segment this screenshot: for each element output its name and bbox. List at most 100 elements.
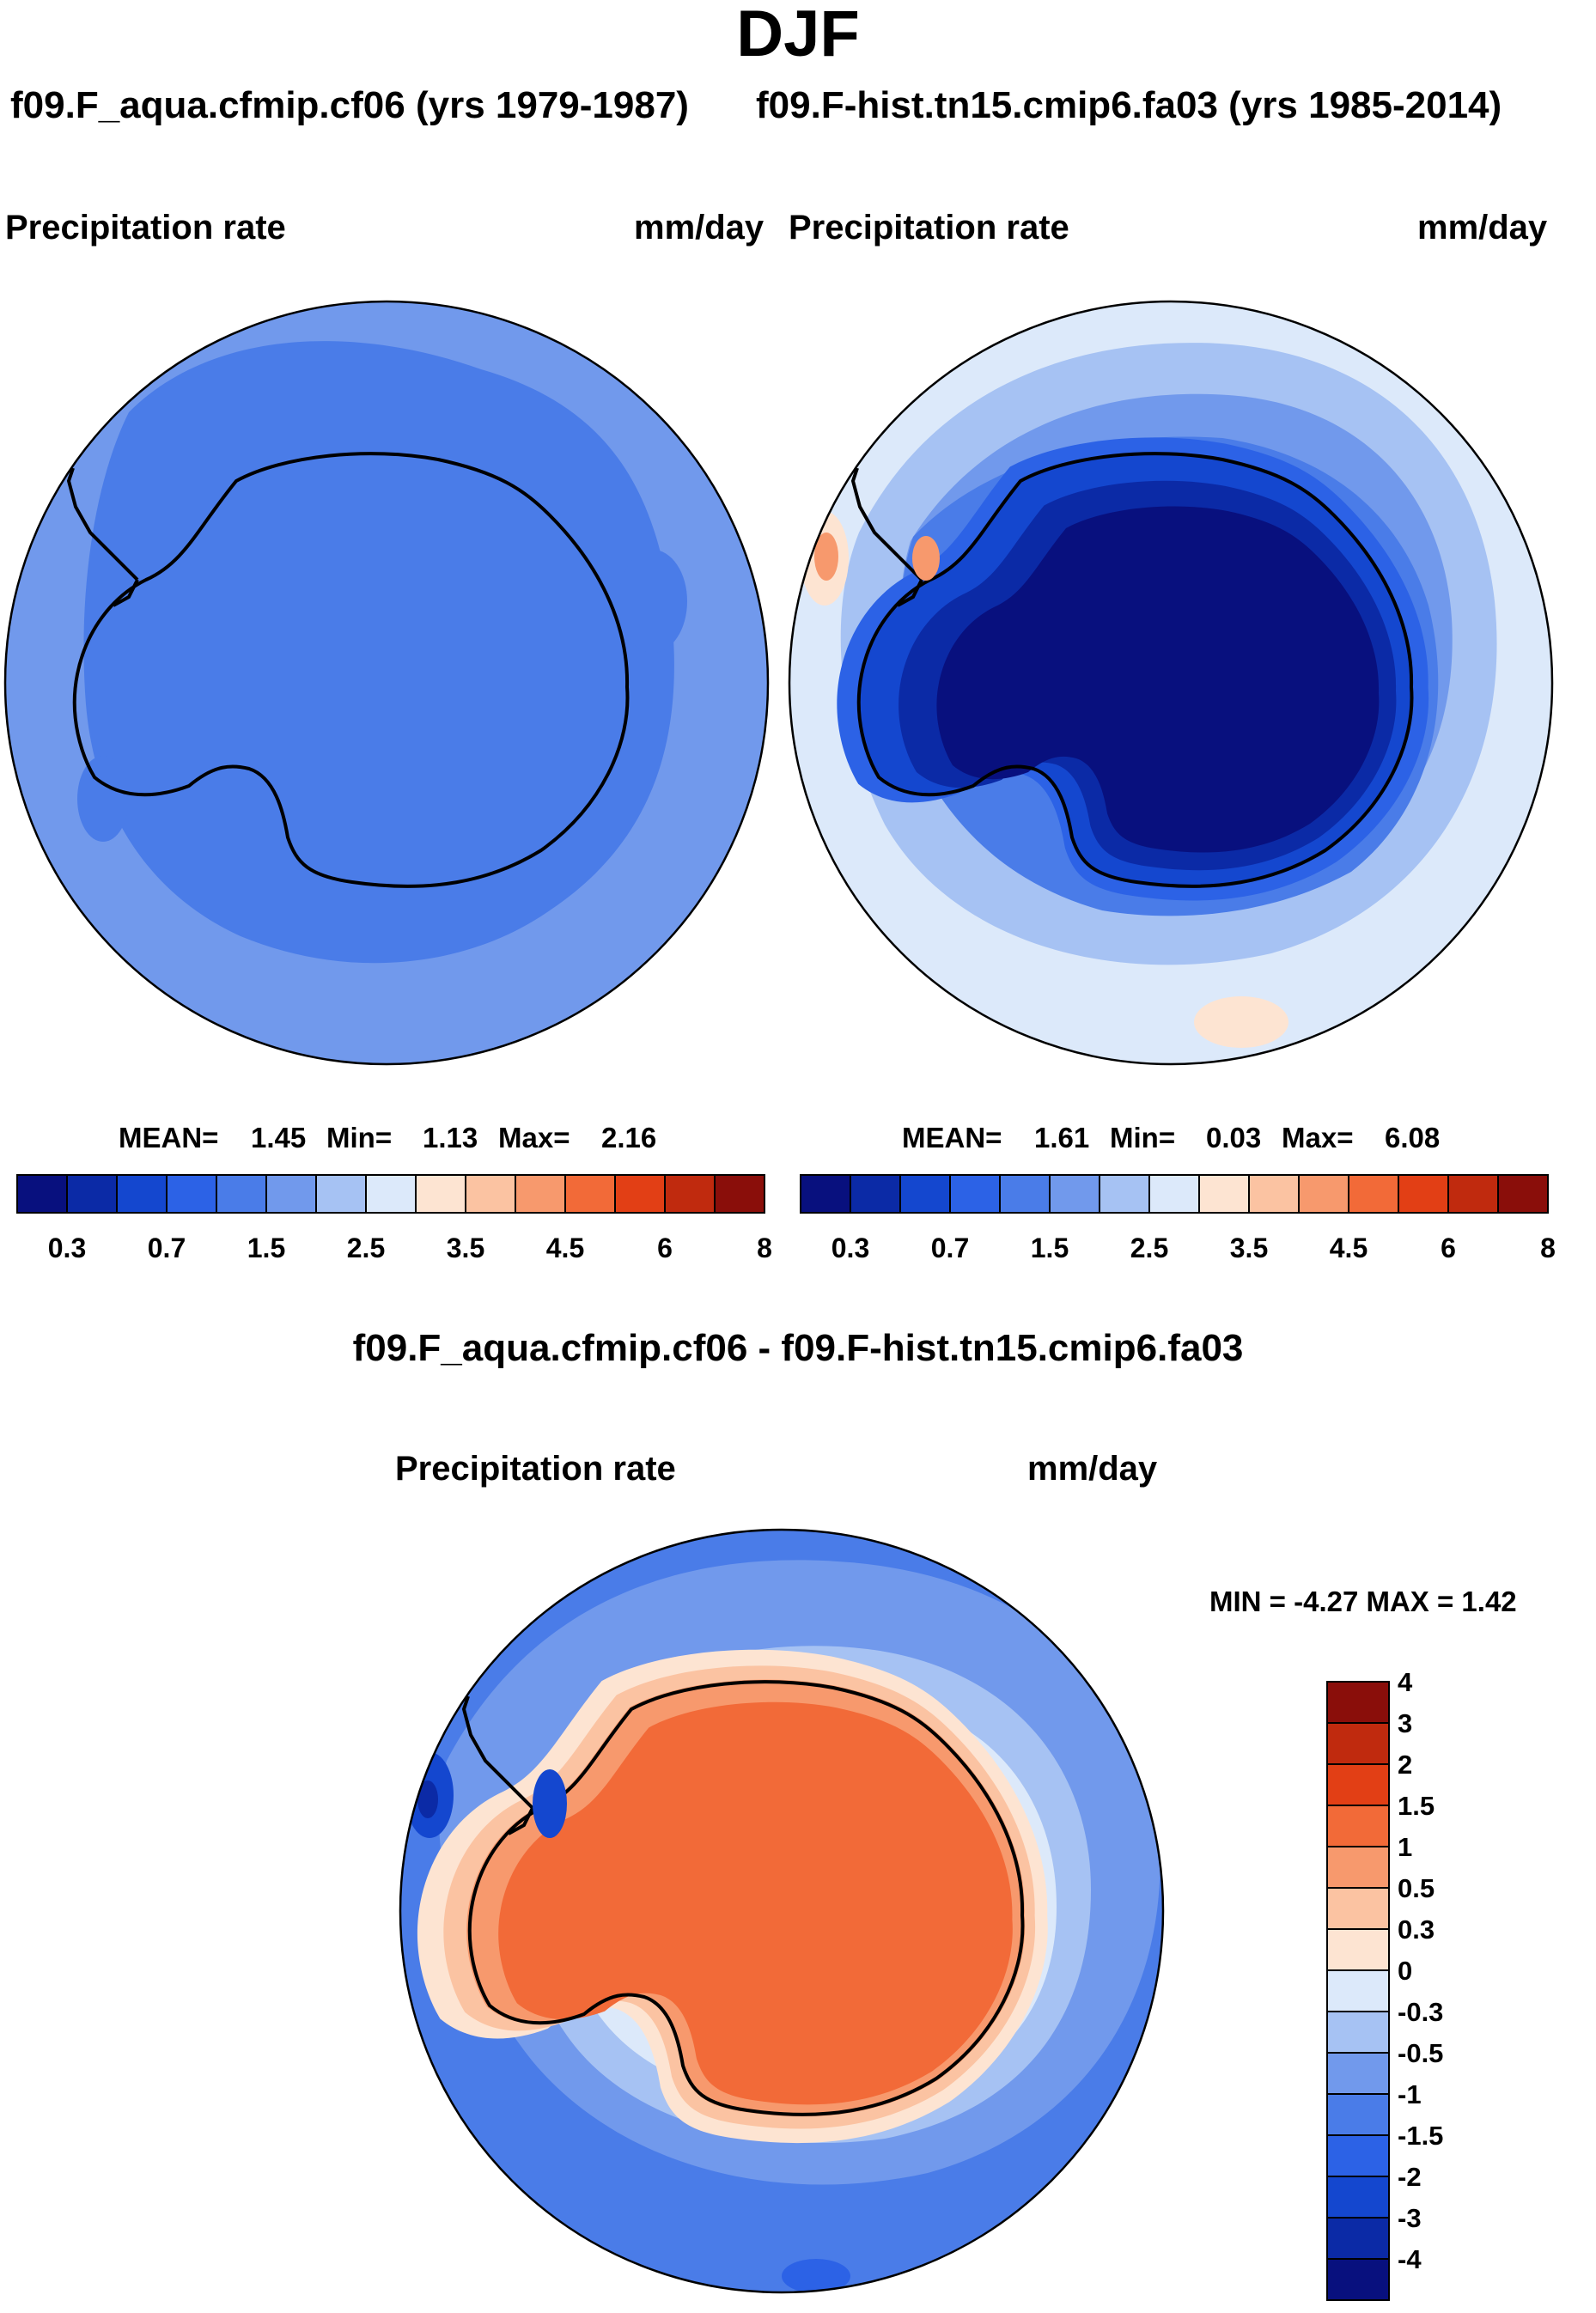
colorbar-3-swatch bbox=[1326, 1681, 1390, 1724]
colorbar-1-swatch bbox=[265, 1174, 317, 1214]
colorbar-difference: -4 -3 -2 -1.5 -1 -0.5 -0.3 0 0.3 0.5 1 1.5 2 3 4 bbox=[1326, 1667, 1443, 2301]
colorbar-1-tick-label: 8 bbox=[757, 1233, 772, 1263]
colorbar-2-tick-label: 1.5 bbox=[1031, 1233, 1069, 1263]
colorbar-1-swatch bbox=[564, 1174, 616, 1214]
colorbar-3-tick-label: -4 bbox=[1398, 2244, 1422, 2274]
colorbar-2-swatch bbox=[850, 1174, 901, 1214]
colorbar-3-tick-label: 0.5 bbox=[1398, 1873, 1435, 1903]
colorbar-3-tick-label: -3 bbox=[1398, 2203, 1422, 2233]
colorbar-1-swatch bbox=[365, 1174, 417, 1214]
panel-1-mean-label: MEAN= bbox=[119, 1122, 219, 1153]
map-3-border bbox=[399, 1528, 1165, 2294]
colorbar-1-swatch bbox=[714, 1174, 765, 1214]
colorbar-1-tick-label: 0.3 bbox=[48, 1233, 86, 1263]
colorbar-3-swatch bbox=[1326, 2052, 1390, 2095]
colorbar-1-swatch bbox=[614, 1174, 666, 1214]
panel-1-case-title: f09.F_aqua.cfmip.cf06 (yrs 1979-1987) bbox=[10, 84, 689, 126]
colorbar-1-swatch bbox=[515, 1174, 566, 1214]
colorbar-2-swatch bbox=[899, 1174, 951, 1214]
panel-2-max-label: Max= bbox=[1282, 1122, 1354, 1153]
colorbar-3-tick-label: -1 bbox=[1398, 2079, 1422, 2109]
difference-variable: Precipitation rate bbox=[395, 1450, 676, 1488]
colorbar-2-tick-label: 8 bbox=[1540, 1233, 1556, 1263]
colorbar-1-tick-label: 1.5 bbox=[247, 1233, 285, 1263]
colorbar-2-swatch bbox=[1298, 1174, 1349, 1214]
colorbar-1-tick-label: 0.7 bbox=[148, 1233, 186, 1263]
panel-1-min-value: 1.13 bbox=[423, 1122, 478, 1153]
colorbar-2-tick-label: 3.5 bbox=[1230, 1233, 1268, 1263]
map-2-border bbox=[788, 300, 1554, 1066]
colorbar-1-swatch bbox=[216, 1174, 267, 1214]
colorbar-1-swatch bbox=[166, 1174, 217, 1214]
colorbar-3-tick-label: -0.3 bbox=[1398, 1997, 1443, 2027]
colorbar-3-swatch bbox=[1326, 1887, 1390, 1930]
panel-1-min-label: Min= bbox=[326, 1122, 393, 1153]
map-panel-2 bbox=[789, 301, 1552, 1064]
difference-title: f09.F_aqua.cfmip.cf06 - f09.F-hist.tn15.… bbox=[352, 1327, 1244, 1369]
colorbar-2-tick-label: 4.5 bbox=[1330, 1233, 1368, 1263]
colorbar-3-tick-label: 0 bbox=[1398, 1956, 1412, 1986]
difference-minmax: MIN = -4.27 MAX = 1.42 bbox=[1209, 1586, 1517, 1617]
colorbar-2-swatch bbox=[1148, 1174, 1200, 1214]
panel-2-case-title: f09.F-hist.tn15.cmip6.fa03 (yrs 1985-201… bbox=[756, 84, 1502, 126]
colorbar-1-swatch bbox=[315, 1174, 367, 1214]
difference-units: mm/day bbox=[1027, 1450, 1158, 1488]
colorbar-panel-2: 0.3 0.7 1.5 2.5 3.5 4.5 6 8 bbox=[800, 1174, 1556, 1263]
colorbar-2-swatch bbox=[1348, 1174, 1399, 1214]
figure-title: DJF bbox=[736, 0, 860, 70]
colorbar-1-tick-label: 2.5 bbox=[347, 1233, 385, 1263]
colorbar-1-tick-label: 3.5 bbox=[447, 1233, 484, 1263]
colorbar-2-swatch bbox=[800, 1174, 851, 1214]
colorbar-2-swatch bbox=[999, 1174, 1051, 1214]
panel-2-mean-label: MEAN= bbox=[902, 1122, 1002, 1153]
colorbar-2-swatch bbox=[1049, 1174, 1100, 1214]
map-panel-1 bbox=[5, 301, 768, 1064]
panel-1-max-value: 2.16 bbox=[601, 1122, 657, 1153]
panel-1-mean-value: 1.45 bbox=[251, 1122, 307, 1153]
colorbar-2-swatch bbox=[1398, 1174, 1449, 1214]
map-difference bbox=[400, 1530, 1163, 2292]
colorbar-1-tick-label: 6 bbox=[657, 1233, 673, 1263]
colorbar-3-swatch bbox=[1326, 1969, 1390, 2012]
colorbar-1-swatch bbox=[465, 1174, 516, 1214]
colorbar-1-swatch bbox=[664, 1174, 716, 1214]
colorbar-2-tick-label: 0.3 bbox=[832, 1233, 869, 1263]
panel-1-max-label: Max= bbox=[498, 1122, 570, 1153]
colorbar-3-tick-label: 1.5 bbox=[1398, 1791, 1435, 1821]
colorbar-1-swatch bbox=[16, 1174, 68, 1214]
colorbar-3-swatch bbox=[1326, 2134, 1390, 2177]
colorbar-3-tick-label: 2 bbox=[1398, 1750, 1412, 1780]
map-1-border bbox=[3, 300, 770, 1066]
colorbar-3-tick-label: -1.5 bbox=[1398, 2121, 1443, 2151]
colorbar-2-swatch bbox=[1497, 1174, 1549, 1214]
colorbar-2-swatch bbox=[1248, 1174, 1300, 1214]
colorbar-panel-1: 0.3 0.7 1.5 2.5 3.5 4.5 6 8 bbox=[16, 1174, 772, 1263]
colorbar-3-swatch bbox=[1326, 1928, 1390, 1971]
colorbar-2-tick-label: 2.5 bbox=[1130, 1233, 1168, 1263]
colorbar-1-tick-label: 4.5 bbox=[546, 1233, 584, 1263]
colorbar-3-swatch bbox=[1326, 1846, 1390, 1889]
colorbar-2-tick-label: 0.7 bbox=[931, 1233, 969, 1263]
colorbar-3-tick-label: -0.5 bbox=[1398, 2038, 1443, 2068]
panel-2-max-value: 6.08 bbox=[1385, 1122, 1441, 1153]
colorbar-2-swatch bbox=[1447, 1174, 1499, 1214]
colorbar-1-swatch bbox=[66, 1174, 118, 1214]
colorbar-2-swatch bbox=[1198, 1174, 1250, 1214]
colorbar-2-swatch bbox=[949, 1174, 1001, 1214]
colorbar-3-swatch bbox=[1326, 2093, 1390, 2136]
panel-2-mean-value: 1.61 bbox=[1034, 1122, 1090, 1153]
panel-1-variable: Precipitation rate bbox=[5, 209, 286, 247]
colorbar-3-swatch bbox=[1326, 2258, 1390, 2301]
colorbar-3-tick-label: 0.3 bbox=[1398, 1914, 1435, 1945]
panel-1-units: mm/day bbox=[634, 209, 764, 247]
colorbar-3-swatch bbox=[1326, 1763, 1390, 1806]
colorbar-3-tick-label: 3 bbox=[1398, 1708, 1412, 1738]
panel-2-variable: Precipitation rate bbox=[789, 209, 1069, 247]
panel-2-min-label: Min= bbox=[1110, 1122, 1176, 1153]
colorbar-3-swatch bbox=[1326, 2011, 1390, 2054]
colorbar-2-swatch bbox=[1099, 1174, 1150, 1214]
colorbar-2-tick-label: 6 bbox=[1441, 1233, 1456, 1263]
panel-2-min-value: 0.03 bbox=[1206, 1122, 1262, 1153]
colorbar-3-swatch bbox=[1326, 2176, 1390, 2219]
